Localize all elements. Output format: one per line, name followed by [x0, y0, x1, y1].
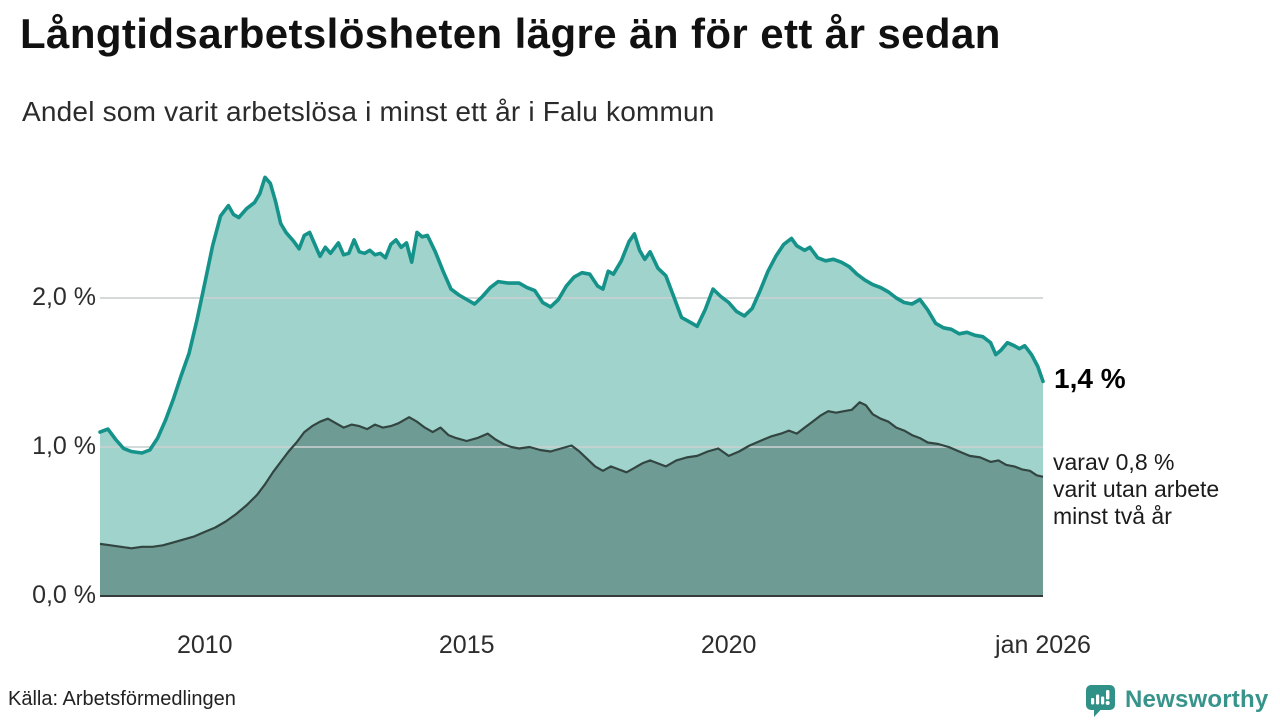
newsworthy-logo: Newsworthy	[1084, 683, 1268, 717]
area-min-two-years	[100, 402, 1043, 596]
newsworthy-wordmark: Newsworthy	[1125, 686, 1269, 713]
line-min-two-years	[99, 401, 1044, 550]
x-axis-tick-label: 2020	[700, 631, 757, 659]
secondary-series-annotation: varav 0,8 % varit utan arbete minst två …	[1053, 449, 1219, 530]
x-axis-tick-label: 2010	[176, 631, 233, 659]
y-axis-tick-label: 2,0 %	[32, 283, 96, 311]
y-axis-tick-label: 0,0 %	[32, 581, 96, 609]
annotation-line: minst två år	[1053, 503, 1172, 529]
x-axis-tick-label: 2015	[438, 631, 495, 659]
line-min-one-year	[98, 175, 1045, 455]
annotation-line: varav 0,8 %	[1053, 449, 1175, 475]
page-title: Långtidsarbetslösheten lägre än för ett …	[20, 10, 1001, 57]
chart-subtitle: Andel som varit arbetslösa i minst ett å…	[22, 96, 715, 127]
series-end-value-label: 1,4 %	[1054, 363, 1126, 394]
annotation-line: varit utan arbete	[1053, 476, 1220, 502]
x-axis-tick-label: jan 2026	[995, 631, 1091, 659]
bar-chart-speech-bubble-icon	[1086, 685, 1115, 717]
y-axis-tick-label: 1,0 %	[32, 432, 96, 460]
source-label: Källa: Arbetsförmedlingen	[8, 688, 236, 710]
